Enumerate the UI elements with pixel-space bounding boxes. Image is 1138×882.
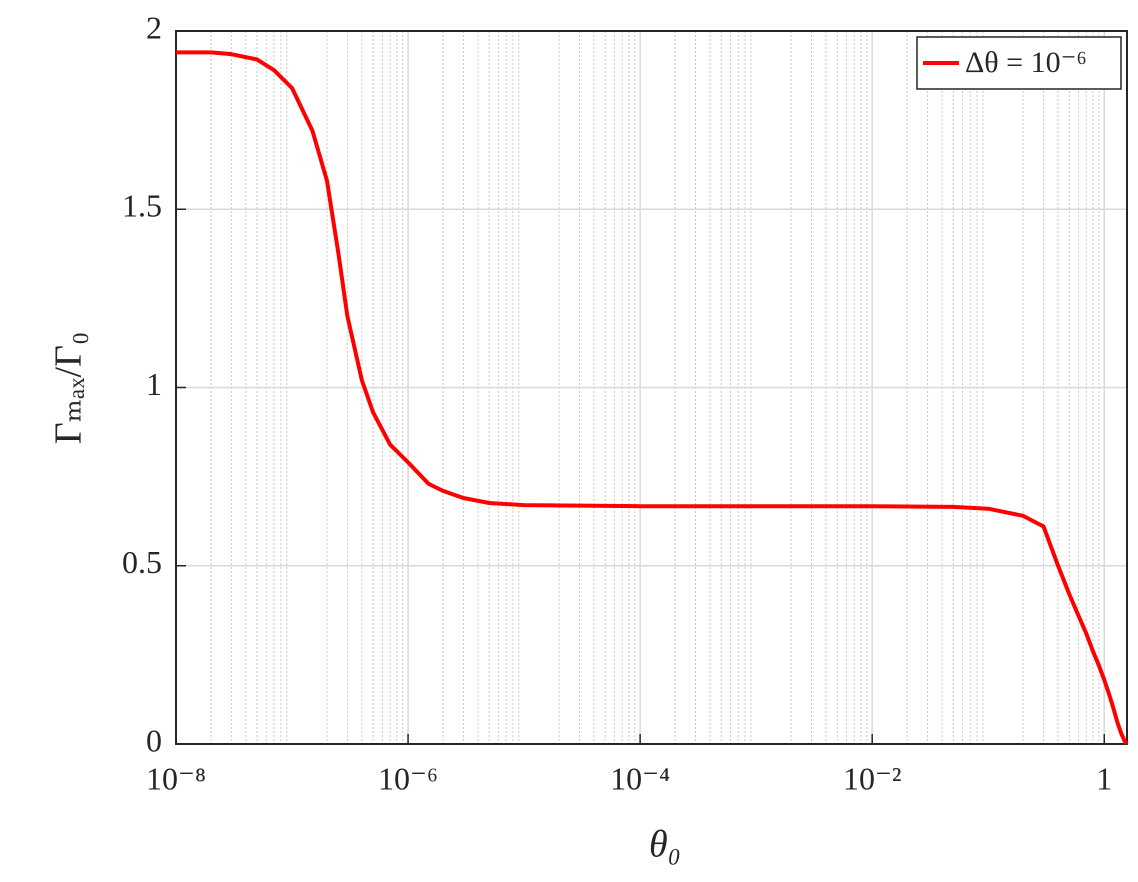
x-tick-label: 10⁻⁸ — [146, 760, 206, 796]
plot-frame — [175, 30, 1128, 745]
y-axis-label: Γₘₐₓ/Γ₀ — [48, 332, 90, 444]
y-tick-label: 1.5 — [122, 188, 162, 224]
legend-label: Δθ = 10⁻⁶ — [965, 46, 1087, 79]
y-tick-label: 2 — [146, 9, 162, 45]
y-tick-label: 0 — [146, 722, 162, 758]
x-tick-label: 10⁻⁶ — [378, 760, 438, 796]
x-tick-label: 10⁻² — [843, 760, 901, 796]
y-tick-label: 0.5 — [122, 544, 162, 580]
x-tick-label: 1 — [1096, 760, 1112, 796]
y-tick-label: 1 — [146, 366, 162, 402]
x-axis-label: θ₀ — [649, 824, 681, 866]
legend: Δθ = 10⁻⁶ — [916, 36, 1122, 90]
x-tick-label: 10⁻⁴ — [610, 760, 670, 796]
data-line — [176, 50, 1129, 746]
